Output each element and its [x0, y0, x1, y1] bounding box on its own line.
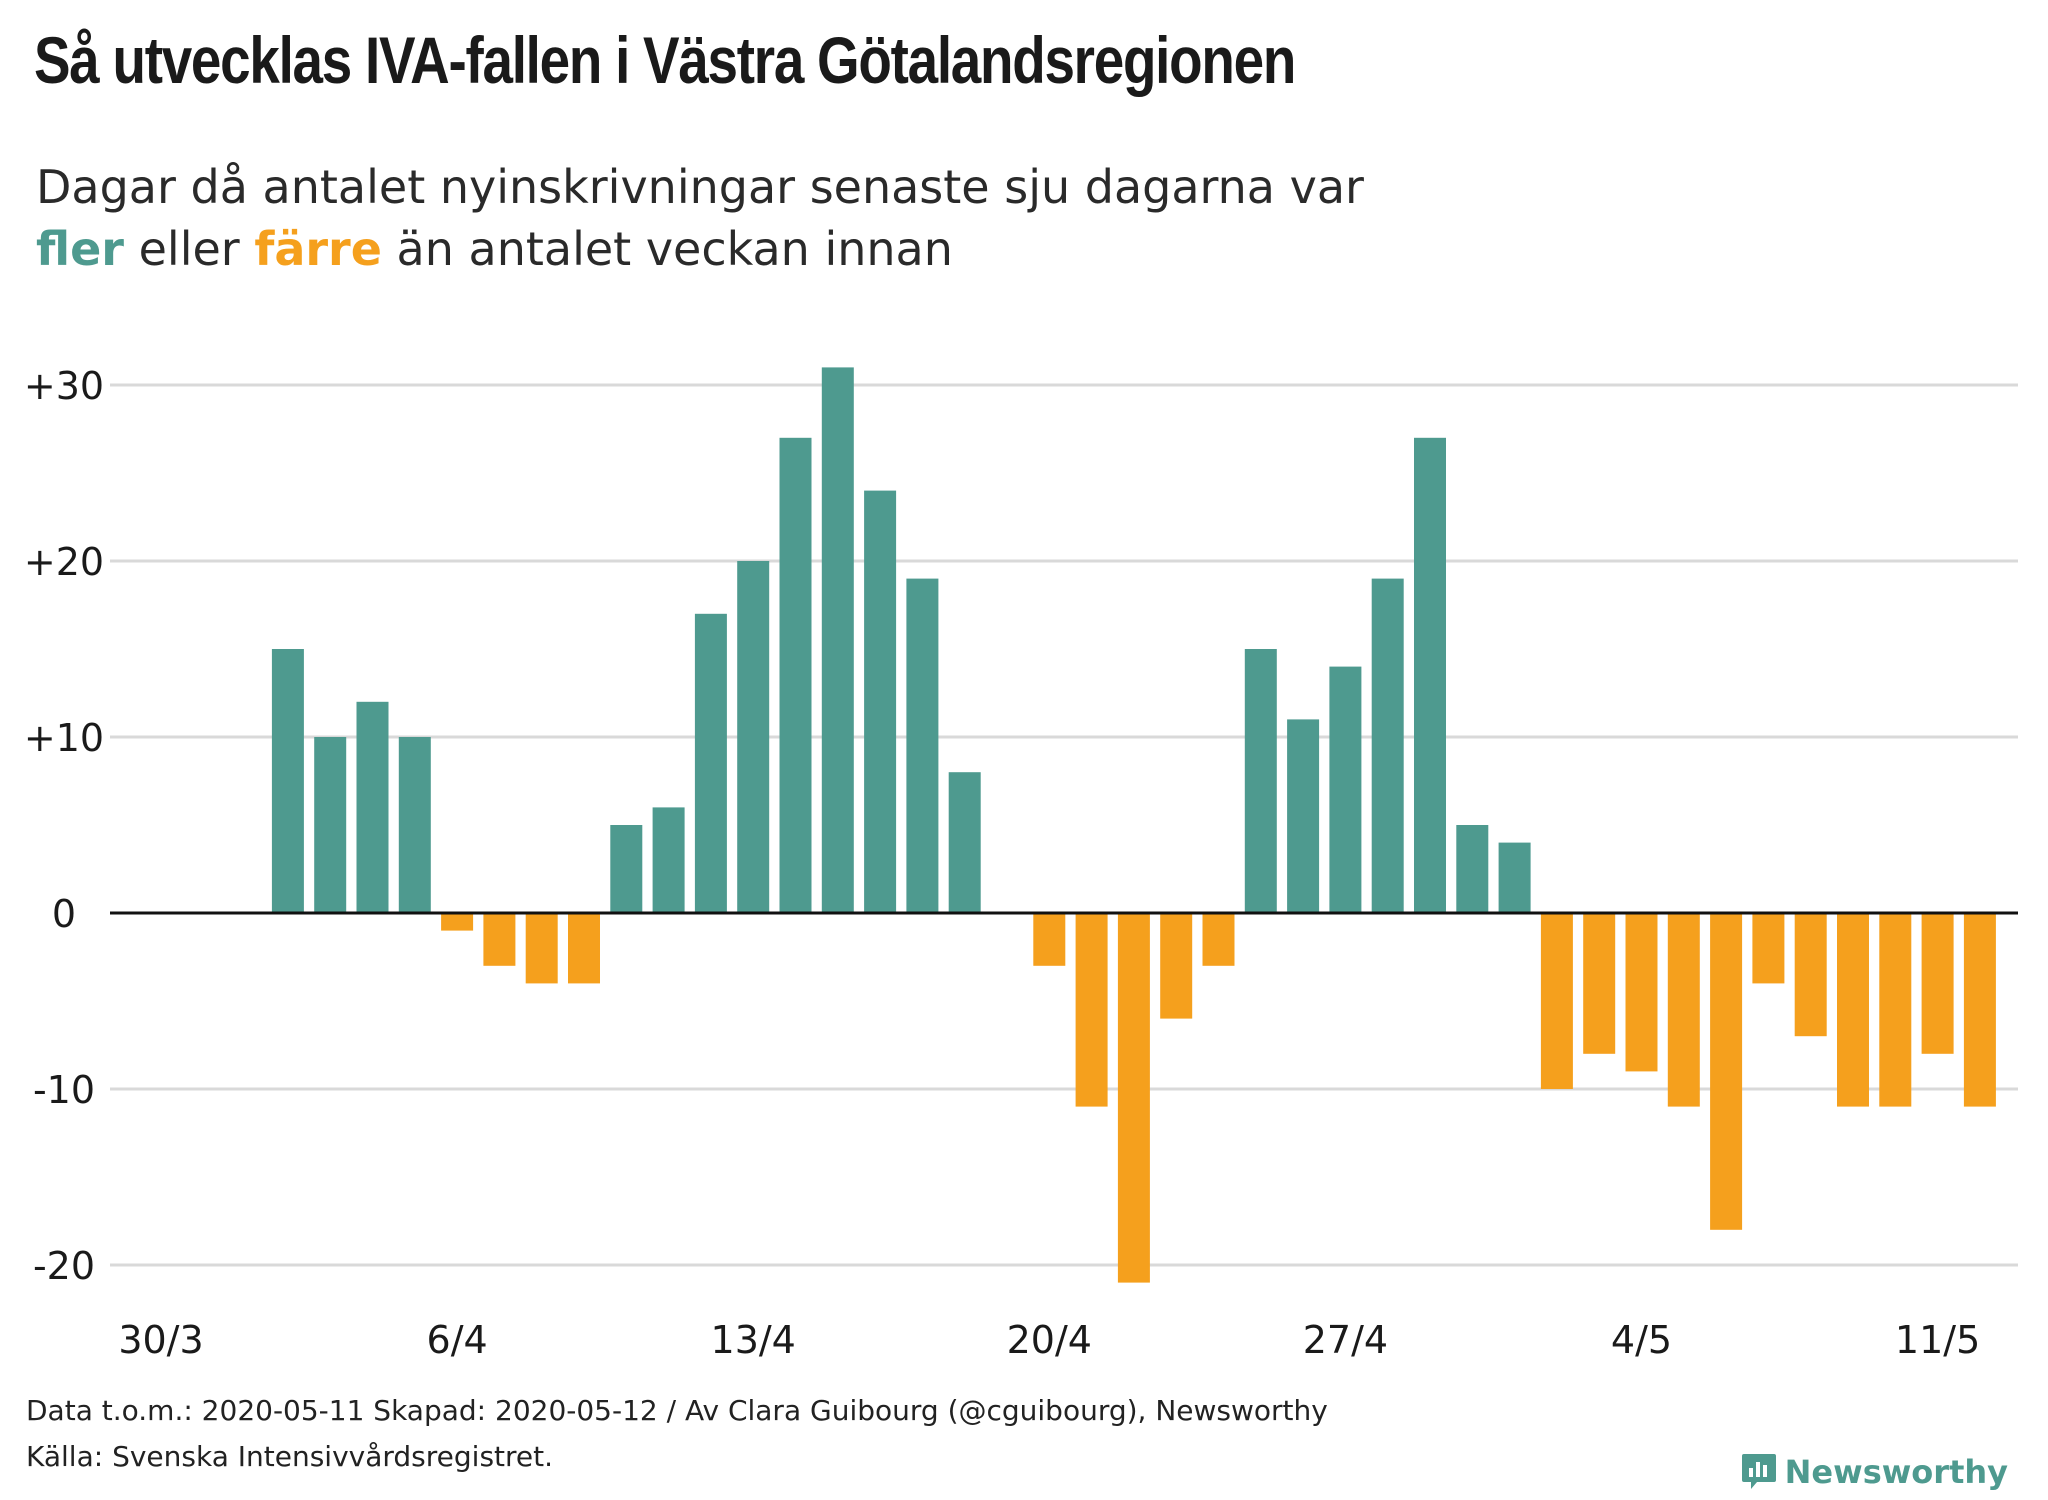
bar [568, 913, 600, 984]
chart-title: Så utvecklas IVA-fallen i Västra Götalan… [34, 23, 1296, 97]
bar [694, 613, 727, 913]
bar [779, 437, 812, 913]
bar [1540, 913, 1573, 1089]
bar [1879, 913, 1912, 1107]
y-axis-labels: +30 +20 +10 0 -10 -20 [24, 364, 104, 1288]
bar [1498, 842, 1531, 913]
bar [398, 737, 431, 913]
bar [1456, 825, 1489, 913]
bar [864, 490, 897, 913]
legend-word-more: fler [36, 222, 124, 276]
bar [1752, 913, 1785, 984]
x-tick-label: 13/4 [711, 1318, 796, 1362]
bar [1202, 913, 1235, 966]
gridlines [110, 383, 2018, 1267]
bar [737, 561, 770, 913]
y-tick-label: -20 [33, 1244, 95, 1288]
bar [1710, 913, 1743, 1230]
bars [271, 367, 1996, 1283]
x-tick-label: 30/3 [118, 1318, 203, 1362]
bar [1287, 719, 1320, 913]
chart-subtitle-line2: fler eller färre än antalet veckan innan [36, 222, 953, 276]
bar [1583, 913, 1616, 1054]
bar [271, 649, 304, 913]
bar [1329, 666, 1362, 913]
bar [1794, 913, 1827, 1037]
x-tick-label: 6/4 [427, 1318, 488, 1362]
bar [441, 913, 474, 931]
legend-word-fewer: färre [254, 222, 382, 276]
bar [483, 913, 516, 966]
x-axis-labels: 30/3 6/4 13/4 20/4 27/4 4/5 11/5 [118, 1318, 1980, 1362]
bar [356, 701, 389, 913]
x-tick-label: 27/4 [1303, 1318, 1388, 1362]
bar [1117, 913, 1150, 1283]
x-tick-label: 20/4 [1007, 1318, 1092, 1362]
y-tick-label: +20 [24, 540, 104, 584]
footer-credits: Data t.o.m.: 2020-05-11 Skapad: 2020-05-… [26, 1394, 1328, 1427]
x-tick-label: 11/5 [1895, 1318, 1980, 1362]
bar [1033, 913, 1066, 966]
bar [525, 913, 558, 984]
y-tick-label: -10 [33, 1068, 95, 1112]
y-tick-label: +30 [24, 364, 104, 408]
bar [1244, 649, 1277, 913]
bar [1837, 913, 1869, 1107]
bar [906, 578, 939, 913]
bar-chart: +30 +20 +10 0 -10 -20 30/3 6/4 13/4 20/4 27/4 4/5 1… [24, 364, 2018, 1362]
bar [1160, 913, 1193, 1019]
subtitle-end: än antalet veckan innan [381, 222, 953, 276]
bar [1075, 913, 1108, 1107]
brand-name: Newsworthy [1784, 1453, 2008, 1491]
footer-source: Källa: Svenska Intensivvårdsregistret. [26, 1440, 554, 1473]
bar [948, 772, 981, 913]
bar-chart-speech-bubble-icon [1741, 1454, 1776, 1489]
subtitle-mid: eller [123, 222, 255, 276]
bar [1667, 913, 1700, 1107]
bar [610, 825, 643, 913]
bar [314, 737, 347, 913]
brand-logo: Newsworthy [1741, 1452, 2008, 1492]
bar [1371, 578, 1404, 913]
bar [1414, 437, 1446, 913]
y-tick-label: +10 [24, 716, 104, 760]
bar [652, 807, 685, 913]
bar [1963, 913, 1996, 1107]
bar [821, 367, 854, 913]
bar [1625, 913, 1658, 1072]
bar [1921, 913, 1954, 1054]
x-tick-label: 4/5 [1611, 1318, 1672, 1362]
chart-subtitle-line1: Dagar då antalet nyinskrivningar senaste… [36, 160, 1364, 214]
y-tick-label: 0 [52, 892, 76, 936]
